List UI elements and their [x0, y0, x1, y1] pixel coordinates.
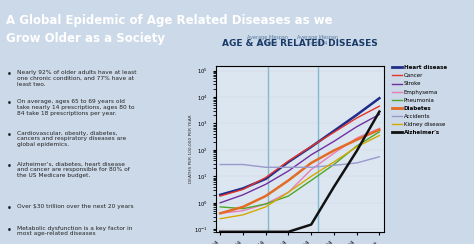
- Text: Cardiovascular, obesity, diabetes,
cancers and respiratory diseases are
global e: Cardiovascular, obesity, diabetes, cance…: [17, 131, 127, 147]
- Text: On average, ages 65 to 69 years old
take nearly 14 prescriptions, ages 80 to
84 : On average, ages 65 to 69 years old take…: [17, 100, 135, 116]
- Text: Average lifespan
in 2014: Average lifespan in 2014: [298, 35, 338, 46]
- Text: •: •: [7, 70, 11, 79]
- Text: Over $30 trillion over the next 20 years: Over $30 trillion over the next 20 years: [17, 204, 134, 209]
- Y-axis label: DEATHS PER 100,000 PER YEAR: DEATHS PER 100,000 PER YEAR: [189, 114, 193, 183]
- Text: Nearly 92% of older adults have at least
one chronic condition, and 77% have at
: Nearly 92% of older adults have at least…: [17, 70, 137, 87]
- Title: AGE & AGE RELATED DISEASES: AGE & AGE RELATED DISEASES: [222, 40, 378, 49]
- Text: Average lifespan
in 1900: Average lifespan in 1900: [247, 35, 289, 46]
- Text: Metabolic dysfunction is a key factor in
most age-related diseases: Metabolic dysfunction is a key factor in…: [17, 226, 133, 236]
- Text: •: •: [7, 131, 11, 140]
- Text: •: •: [7, 100, 11, 108]
- Text: •: •: [7, 204, 11, 213]
- Text: •: •: [7, 226, 11, 235]
- Legend: Heart disease, Cancer, Stroke, Emphysema, Pneumonia, Diabetes, Accidents, Kidney: Heart disease, Cancer, Stroke, Emphysema…: [392, 65, 447, 135]
- Text: A Global Epidemic of Age Related Diseases as we
Grow Older as a Society: A Global Epidemic of Age Related Disease…: [6, 14, 332, 45]
- Text: •: •: [7, 162, 11, 171]
- Text: Alzheimer’s, diabetes, heart disease
and cancer are responsible for 80% of
the U: Alzheimer’s, diabetes, heart disease and…: [17, 162, 130, 178]
